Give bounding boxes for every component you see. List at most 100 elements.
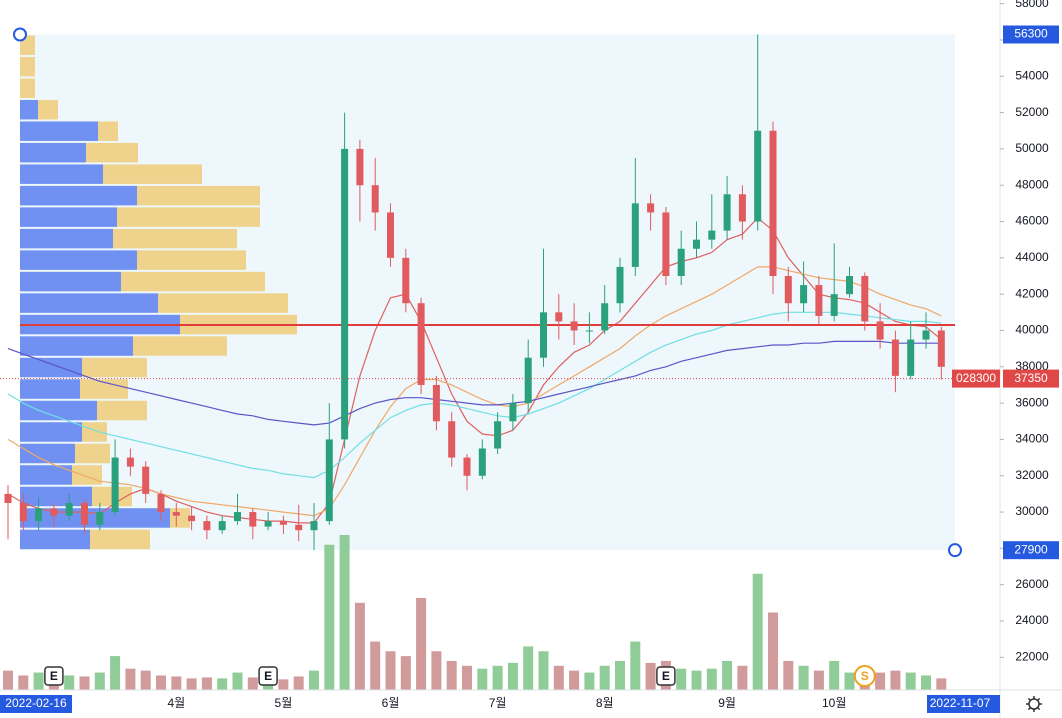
candle-body [708,230,716,240]
profile-up [20,185,137,206]
volume-bar [615,660,625,690]
volume-bar [94,672,105,690]
candle-body [937,330,945,367]
volume-bar [813,670,824,690]
y-tick-label: 38000 [1015,359,1049,373]
moving-average [7,340,942,426]
candle-body [234,512,241,522]
x-start-label: 2022-02-16 [5,696,67,710]
candle-body [341,148,349,440]
y-tick-label: 44000 [1015,250,1049,264]
candle-body [279,521,287,525]
volume-bar [278,679,289,690]
candle-body [800,285,808,304]
profile-down [133,336,227,356]
profile-down [90,529,150,550]
range-bottom-label-box [1003,541,1059,560]
volume-bar [798,665,809,690]
volume-bar [446,660,457,690]
y-tick-label: 32000 [1015,468,1049,482]
candle-body [723,194,731,231]
candle-body [693,239,700,249]
volume-bar [309,670,319,690]
candle-body [325,439,333,522]
volume-bar [217,678,228,690]
profile-down [137,185,260,206]
candle-body [876,321,884,340]
profile-up [20,164,103,184]
candle-body [111,457,119,513]
profile-down [38,99,58,120]
volume-bar [569,670,580,690]
profile-down [20,78,35,98]
x-tick-label: 10월 [822,696,846,710]
volume-bar [125,668,136,690]
volume-bar [538,651,549,690]
candle-body [754,130,762,222]
profile-down [82,357,147,378]
candle-body [601,303,609,331]
event-marker [44,666,64,686]
candle-body [861,276,869,322]
profile-down [113,228,237,249]
event-marker [258,666,278,686]
volume-bar [3,670,13,690]
profile-down [98,121,118,141]
volume-bar [462,665,472,690]
volume-bar [64,675,75,690]
candle-body [662,212,670,276]
y-tick-label: 42000 [1015,286,1049,300]
y-tick-label: 58000 [1015,0,1049,10]
volume-bar [737,665,748,690]
candle-body [891,339,899,376]
candle-body [432,384,440,422]
y-tick-label: 50000 [1015,141,1049,155]
candle-body [81,502,88,525]
profile-down [20,56,35,77]
profile-up [20,422,82,442]
profile-up [20,271,121,292]
profile-up [20,379,80,399]
candle-body [815,285,823,316]
volume-bar [492,665,503,690]
x-tick-label: 8월 [596,696,614,710]
profile-up [20,99,38,120]
volume-bar [79,676,90,690]
settings-button[interactable] [1026,696,1042,712]
range-handle [13,27,27,42]
event-marker [656,666,676,686]
volume-bar [247,677,258,690]
volume-bar [431,651,442,690]
x-tick-label: 9월 [718,696,736,710]
profile-down [75,443,110,464]
volume-bar [477,668,488,690]
moving-average [7,311,942,479]
candle-body [647,203,655,213]
volume-bar [33,672,44,690]
event-label: E [50,669,58,683]
x-tick-label: 7월 [489,696,507,710]
candle-body [356,148,364,186]
profile-up [20,250,137,270]
y-tick-label: 26000 [1015,577,1049,591]
profile-up [20,529,90,550]
candle-body [65,502,73,516]
candle-body [738,194,746,222]
candle-body [417,303,425,385]
candle-body [4,493,12,503]
volume-bar [18,675,29,690]
volume-bar [201,677,212,690]
last-price-label: 37350 [1014,371,1048,385]
profile-down [86,142,138,163]
volume-bar [324,544,335,690]
volume-bar [936,678,947,690]
y-tick-label: 40000 [1015,323,1049,337]
candle-body [494,421,502,449]
range-top-label-box [1003,25,1059,44]
profile-down [103,164,202,184]
profile-down [137,250,246,270]
profile-up [20,465,72,485]
